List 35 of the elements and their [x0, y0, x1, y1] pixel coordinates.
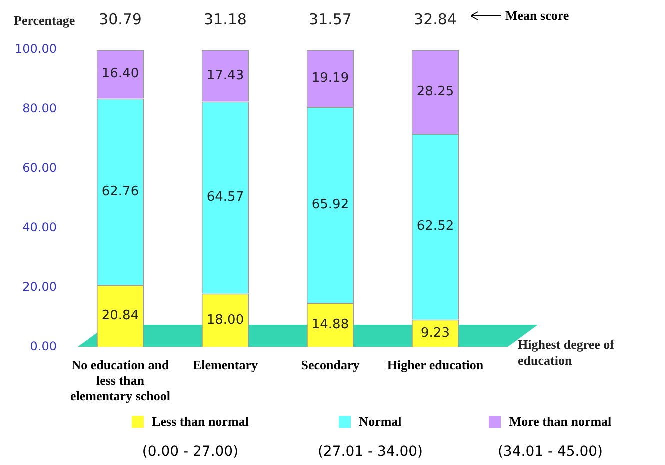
x-tick-label: Elementary	[193, 357, 258, 372]
x-tick-label: No education and less than elementary school	[70, 357, 171, 404]
legend-label: Less than normal	[151, 414, 249, 430]
text: 32.84	[414, 10, 457, 28]
x-tick-label: Higher education	[387, 357, 484, 372]
y-tick-label: 0.00	[30, 339, 57, 354]
text: (27.01 - 34.00)	[318, 444, 424, 460]
y-tick-label: 100.00	[14, 42, 57, 56]
data-label: 17.43	[206, 68, 244, 84]
x-tick-label: Secondary	[301, 357, 360, 372]
data-label: 62.52	[416, 219, 454, 234]
y-tick-label: 40.00	[22, 220, 57, 234]
data-label: 65.92	[312, 197, 350, 212]
data-label: 62.76	[102, 184, 140, 200]
text: 30.79	[99, 10, 142, 28]
data-label: 28.25	[416, 84, 454, 100]
data-label: 14.88	[312, 317, 350, 332]
y-tick-label: 20.00	[22, 280, 57, 294]
text: (34.01 - 45.00)	[498, 444, 604, 460]
legend-label: Normal	[358, 414, 402, 430]
data-label: 20.84	[102, 308, 140, 324]
data-label: 9.23	[421, 326, 450, 341]
data-label: 18.00	[206, 312, 244, 328]
y-tick-label: 60.00	[22, 161, 57, 176]
y-axis-title: Percentage	[14, 12, 76, 28]
x-axis-title: Highest degree of education	[518, 337, 616, 368]
text: 31.57	[309, 10, 352, 28]
y-tick-label: 80.00	[22, 102, 57, 116]
legend-label: More than normal	[508, 414, 612, 430]
data-label: 16.40	[102, 66, 140, 82]
data-label: 19.19	[312, 70, 350, 86]
text: Mean score	[505, 8, 570, 24]
data-label: 64.57	[206, 190, 244, 206]
text: 31.18	[204, 10, 247, 28]
text: (0.00 - 27.00)	[142, 444, 239, 460]
